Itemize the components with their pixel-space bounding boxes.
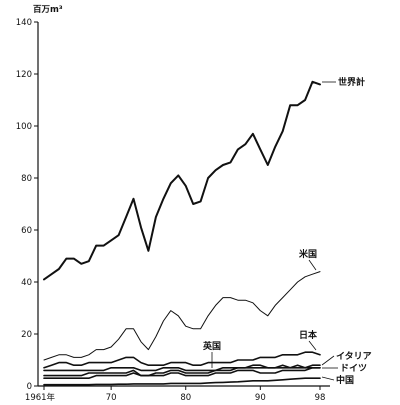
y-tick-label: 0 (27, 382, 32, 392)
series-layer (43, 80, 321, 386)
series-label-0: 世界計 (338, 76, 365, 88)
series-line-5 (43, 367, 321, 379)
y-tick-label: 140 (16, 18, 32, 28)
series-leader-line-2 (308, 340, 317, 351)
y-axis-unit-label: 百万m³ (33, 5, 63, 15)
series-line-0 (43, 80, 321, 281)
series-leader-line-1 (308, 259, 317, 271)
y-tick-label: 60 (21, 226, 32, 236)
series-line-1 (43, 271, 321, 361)
series-label-3: 英国 (202, 340, 221, 352)
axes: 0 20 40 60 80 100 120 140 1961年 70 80 90 98 (16, 18, 330, 403)
series-label-4: イタリア (336, 350, 372, 362)
y-tick-label: 80 (21, 174, 32, 184)
y-tick-label: 20 (21, 330, 32, 340)
series-line-4 (43, 364, 321, 377)
series-line-6 (43, 377, 321, 386)
series-line-3 (43, 367, 321, 372)
y-tick-label: 120 (16, 70, 32, 80)
y-tick-label: 40 (21, 278, 32, 288)
y-tick-label: 100 (16, 122, 32, 132)
x-tick-label: 70 (106, 393, 117, 403)
series-line-2 (43, 351, 321, 369)
x-tick-label: 98 (315, 393, 326, 403)
x-tick-label: 80 (180, 393, 191, 403)
series-label-5: ドイツ (340, 363, 367, 374)
x-tick-label: 90 (255, 393, 266, 403)
x-tick-label: 1961年 (25, 392, 56, 403)
series-leader-line-4 (321, 355, 335, 366)
series-label-2: 日本 (299, 329, 318, 341)
series-label-6: 中国 (336, 374, 354, 386)
series-label-1: 米国 (298, 248, 317, 260)
series-leader-line-6 (321, 376, 335, 381)
